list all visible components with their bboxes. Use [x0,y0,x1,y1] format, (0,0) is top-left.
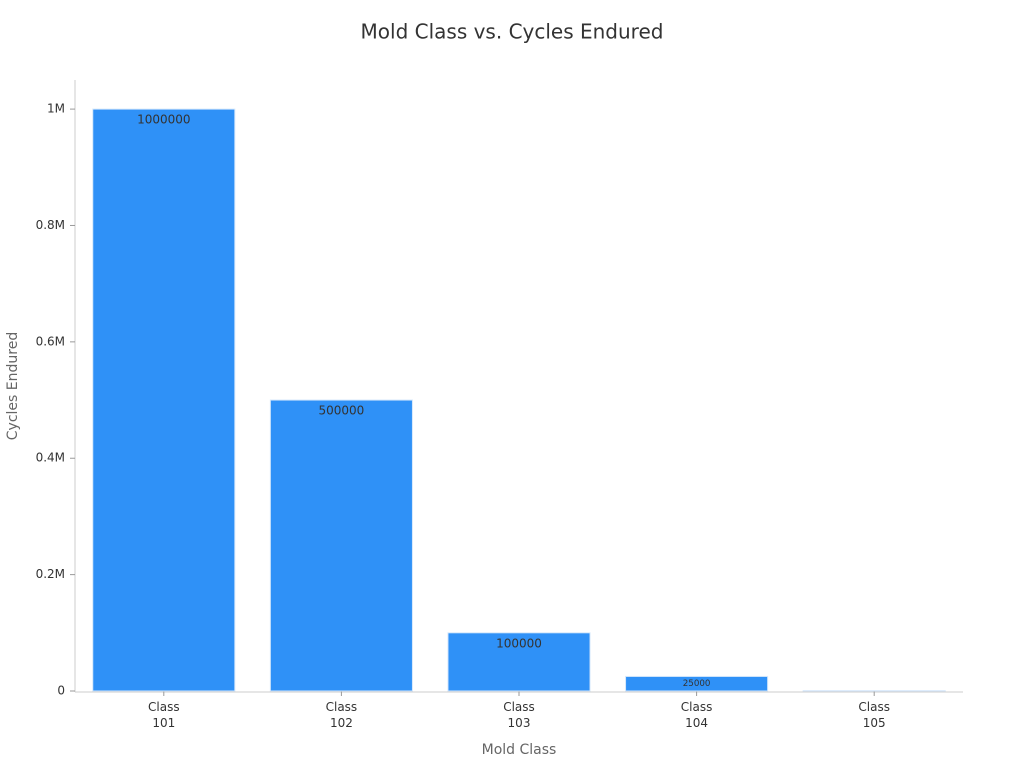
value-label: 500000 [318,404,364,418]
y-tick-label: 0 [57,684,65,698]
y-tick-label: 0.2M [36,567,65,581]
y-axis-label: Cycles Endured [5,332,21,440]
x-tick-label: Class 104 [681,700,713,730]
y-tick-label: 0.6M [36,334,65,348]
value-label: 100000 [496,636,542,650]
x-tick-label: Class 103 [503,700,535,730]
y-tick-label: 0.4M [36,451,65,465]
x-tick-label: Class 101 [148,700,180,730]
value-label: 25000 [683,679,711,689]
bar [447,632,591,692]
bar [269,399,413,692]
x-axis-label: Mold Class [482,742,557,758]
x-tick-label: Class 102 [326,700,358,730]
x-tick-label: Class 105 [858,700,890,730]
y-tick-label: 1M [47,102,65,116]
bar [625,675,769,692]
bar [92,108,236,692]
chart-title: Mold Class vs. Cycles Endured [361,20,664,44]
y-tick-label: 0.8M [36,218,65,232]
value-label: 1000000 [137,113,190,127]
